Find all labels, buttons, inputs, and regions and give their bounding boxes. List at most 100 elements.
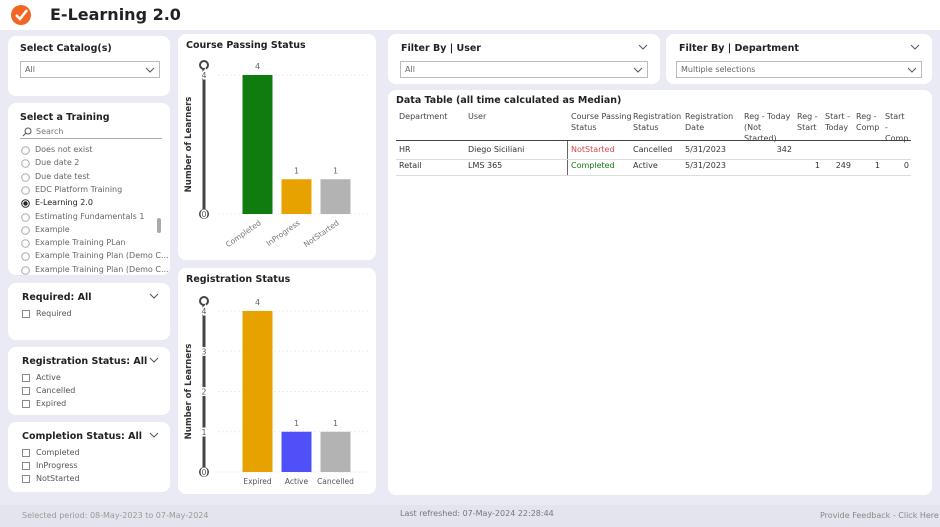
y-tick-label: 4: [202, 307, 207, 316]
option-label: Example Training Plan (Demo C...: [35, 264, 169, 274]
data-table-panel: Data Table (all time calculated as Media…: [388, 90, 932, 495]
chart-panel: Course Passing Status Number of Learners 0…: [178, 34, 376, 260]
checkbox-option[interactable]: InProgress: [22, 460, 142, 472]
x-tick-label: NotStarted: [302, 218, 341, 249]
table-cell: 5/31/2023: [685, 145, 727, 154]
option-label: Cancelled: [36, 386, 76, 395]
training-option[interactable]: Example Training Plan (Demo C...: [20, 264, 169, 275]
feedback-link[interactable]: Provide Feedback - Click Here: [820, 511, 939, 520]
checkbox: [22, 475, 30, 483]
dropdown[interactable]: Multiple selections: [676, 61, 922, 78]
search-box[interactable]: Search: [20, 125, 162, 139]
checkbox: [22, 374, 30, 382]
checkbox-option[interactable]: Completed: [22, 447, 142, 459]
axis-handle: [199, 467, 209, 477]
axis-handle: [199, 60, 209, 70]
checkbox-option[interactable]: Active: [22, 372, 142, 384]
radio-ring: [21, 159, 30, 169]
chevron: [633, 67, 643, 73]
option-label: EDC Platform Training: [35, 184, 123, 194]
chart-title: Registration Status: [186, 274, 291, 285]
footer: Selected period: 08-May-2023 to 07-May-2…: [0, 505, 940, 527]
chevron-icon: [910, 44, 920, 50]
training-option[interactable]: Estimating Fundamentals 1: [20, 211, 156, 224]
training-option[interactable]: Example Training PLan: [20, 237, 156, 250]
dropdown-value: Multiple selections: [681, 65, 756, 74]
slicer-title: Required: All: [22, 292, 92, 303]
department-filter: Filter By | Department Multiple selection…: [666, 34, 932, 84]
search-handle: [22, 132, 27, 137]
radio-ring: [21, 172, 30, 182]
training-option[interactable]: Example: [20, 224, 156, 237]
training-slicer: Select a Training Search Does not exist Due…: [8, 103, 170, 275]
chevron-icon: [907, 67, 917, 73]
y-tick-label: 0: [202, 210, 207, 219]
training-option[interactable]: EDC Platform Training: [20, 184, 156, 197]
y-tick-label: 0: [202, 468, 207, 477]
table-cell: Cancelled: [633, 145, 673, 154]
dropdown-value: All: [405, 65, 415, 74]
table-title: Data Table (all time calculated as Media…: [396, 95, 622, 106]
bar: [320, 431, 351, 472]
search-lens: [24, 127, 32, 135]
chevron: [149, 357, 159, 363]
table-cell: 1: [814, 161, 820, 170]
row-rule: [396, 175, 911, 176]
dropdown-value: All: [25, 65, 35, 74]
radio: [21, 186, 30, 195]
table-cell: Diego Siciliani: [468, 145, 525, 154]
training-option[interactable]: E-Learning 2.0: [20, 197, 156, 210]
table-cell: 249: [835, 161, 851, 170]
checkbox: [22, 400, 30, 408]
radio-ring: [21, 239, 30, 248]
training-option[interactable]: Due date 2: [20, 157, 156, 170]
chevron: [149, 293, 159, 299]
option-label: Required: [36, 309, 72, 318]
axis-handle: [199, 296, 209, 306]
last-refreshed: Last refreshed: 07-May-2024 22:28:44: [400, 509, 554, 518]
y-tick-label: 3: [202, 347, 207, 356]
checkbox-option[interactable]: Expired: [22, 398, 142, 410]
option-label: Expired: [36, 399, 67, 408]
column-header: Reg - Start: [797, 112, 818, 132]
training-option[interactable]: Example Training Plan (Demo C...: [20, 250, 169, 263]
chevron-icon: [633, 67, 643, 73]
dropdown[interactable]: All: [20, 61, 160, 78]
required-slicer: Required: All Required: [8, 283, 170, 340]
checkbox-option[interactable]: NotStarted: [22, 473, 142, 485]
filter-title: Filter By | Department: [679, 43, 799, 54]
training-option[interactable]: Due date test: [20, 171, 156, 184]
dropdown[interactable]: All: [400, 61, 648, 78]
chevron: [638, 44, 648, 50]
slicer-title: Registration Status: All: [22, 356, 148, 367]
table-cell: 5/31/2023: [685, 161, 727, 170]
search-placeholder: Search: [36, 127, 64, 136]
top-bar: E-Learning 2.0: [0, 0, 940, 30]
option-label: Example Training Plan (Demo C...: [35, 251, 169, 261]
training-option[interactable]: Does not exist: [20, 144, 156, 157]
option-label: Estimating Fundamentals 1: [35, 211, 145, 221]
column-header: Course Passing Status: [571, 112, 632, 132]
scrollbar: [157, 218, 161, 233]
column-header: Start - Today: [825, 112, 850, 132]
checkbox-option[interactable]: Cancelled: [22, 385, 142, 397]
radio: [21, 239, 30, 248]
radio: [21, 225, 30, 235]
y-axis-label: Number of Learners: [184, 97, 194, 193]
bar-chart: Course Passing Status Number of Learners 0…: [184, 40, 368, 249]
table-cell: Completed: [571, 161, 615, 170]
option-label: Does not exist: [35, 145, 93, 154]
data-label: 1: [333, 166, 338, 175]
checkbox-option[interactable]: Required: [22, 308, 142, 320]
column-header: Reg - Comp: [856, 112, 880, 132]
catalog-slicer: Select Catalog(s) All: [8, 36, 170, 96]
x-tick-label: InProgress: [265, 218, 302, 248]
table-cell: 1: [874, 161, 880, 170]
table-cell: 342: [776, 145, 792, 154]
logo: [11, 5, 31, 25]
radio-dot: [23, 201, 28, 206]
y-axis-label: Number of Learners: [184, 344, 194, 440]
slicer-title: Completion Status: All: [22, 431, 143, 442]
radio: [21, 146, 30, 155]
bar: [242, 75, 273, 214]
